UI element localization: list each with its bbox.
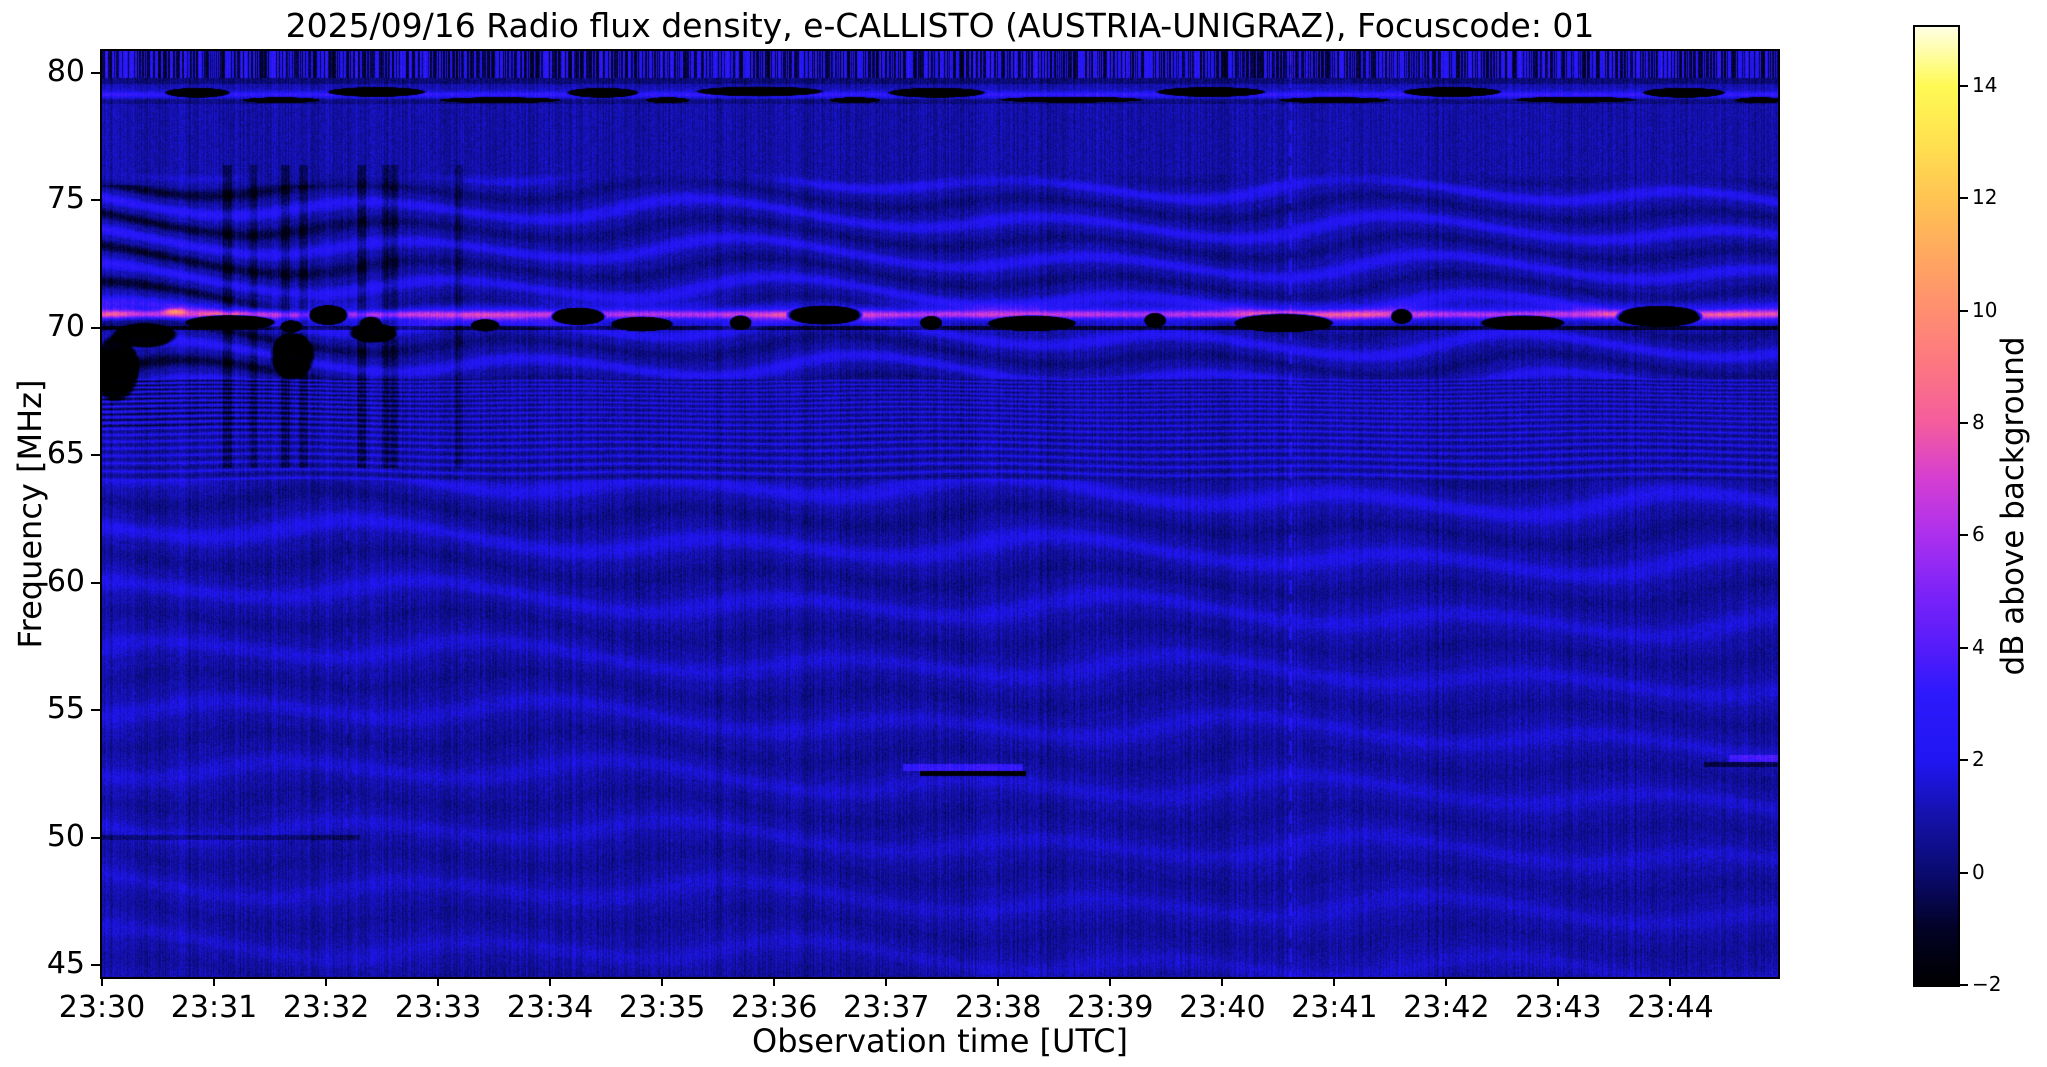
x-tick-mark [773, 977, 776, 986]
x-tick-label: 23:43 [1515, 990, 1602, 1025]
x-tick-mark [1557, 977, 1560, 986]
y-tick-mark [91, 71, 100, 74]
y-tick-mark [91, 836, 100, 839]
y-tick-mark [91, 964, 100, 967]
y-tick-mark [91, 454, 100, 457]
y-tick-label: 70 [46, 308, 85, 344]
x-tick-mark [885, 977, 888, 986]
x-tick-label: 23:44 [1627, 990, 1714, 1025]
colorbar-tick-label: 4 [1972, 634, 1985, 659]
colorbar-tick-mark [1960, 422, 1968, 425]
x-tick-mark [661, 977, 664, 986]
x-tick-label: 23:32 [282, 990, 370, 1025]
colorbar-tick-mark [1960, 197, 1968, 200]
x-tick-label: 23:36 [730, 990, 818, 1025]
y-tick-mark [91, 326, 100, 329]
y-tick-label: 65 [46, 436, 85, 472]
x-tick-label: 23:33 [394, 990, 482, 1025]
y-tick-mark [91, 709, 100, 712]
x-tick-label: 23:35 [618, 990, 706, 1025]
x-tick-mark [1221, 977, 1224, 986]
colorbar-tick-mark [1960, 984, 1968, 986]
colorbar-tick-label: 0 [1972, 859, 1985, 884]
colorbar-tick-label: 6 [1972, 522, 1985, 547]
x-tick-mark [1445, 977, 1448, 986]
colorbar-tick-label: 14 [1972, 72, 1998, 97]
x-tick-label: 23:41 [1291, 990, 1378, 1025]
colorbar-tick-mark [1960, 871, 1968, 874]
x-tick-mark [325, 977, 328, 986]
colorbar-tick-label: −2 [1972, 972, 2002, 996]
colorbar-tick-label: 12 [1972, 185, 1998, 210]
colorbar-tick-label: 8 [1972, 410, 1985, 435]
spectrogram-plot [100, 49, 1780, 979]
x-tick-label: 23:38 [955, 990, 1042, 1025]
colorbar-tick-label: 2 [1972, 747, 1985, 772]
x-axis-label: Observation time [UTC] [752, 1022, 1128, 1060]
x-tick-label: 23:40 [1179, 990, 1266, 1025]
x-tick-mark [1669, 977, 1672, 986]
colorbar-tick-mark [1960, 309, 1968, 312]
x-tick-label: 23:31 [170, 990, 258, 1025]
y-tick-label: 80 [46, 53, 85, 89]
y-tick-mark [91, 581, 100, 584]
x-tick-label: 23:30 [58, 990, 146, 1025]
colorbar-tick-mark [1960, 759, 1968, 762]
colorbar-tick-mark [1960, 84, 1968, 87]
x-tick-mark [1109, 977, 1112, 986]
x-tick-label: 23:42 [1403, 990, 1490, 1025]
colorbar-tick-mark [1960, 534, 1968, 537]
x-tick-mark [213, 977, 216, 986]
y-tick-label: 55 [46, 691, 85, 727]
y-tick-label: 50 [46, 818, 85, 854]
x-tick-label: 23:39 [1067, 990, 1154, 1025]
y-tick-label: 75 [46, 181, 85, 217]
x-tick-label: 23:34 [506, 990, 594, 1025]
spectrogram-canvas [102, 51, 1778, 977]
y-tick-mark [91, 199, 100, 202]
chart-title: 2025/09/16 Radio flux density, e-CALLIST… [285, 6, 1595, 45]
x-tick-mark [549, 977, 552, 986]
y-tick-label: 45 [46, 946, 85, 982]
colorbar-tick-mark [1960, 646, 1968, 649]
x-tick-mark [101, 977, 103, 986]
x-tick-mark [437, 977, 440, 986]
x-tick-mark [997, 977, 1000, 986]
colorbar-tick-label: 10 [1972, 297, 1998, 322]
x-tick-mark [1333, 977, 1336, 986]
y-axis-label: Frequency [MHz] [11, 379, 49, 649]
colorbar-label: dB above background [1995, 336, 2031, 676]
x-tick-label: 23:37 [842, 990, 930, 1025]
colorbar [1913, 25, 1960, 987]
y-tick-label: 60 [46, 563, 85, 599]
